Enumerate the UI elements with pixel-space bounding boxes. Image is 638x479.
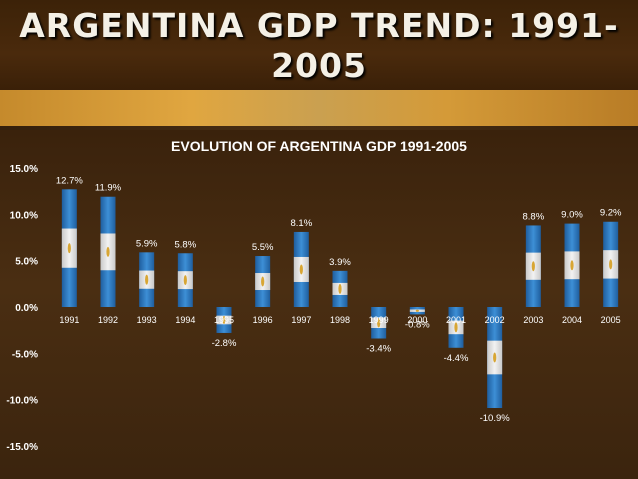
- gold-decorative-band: [0, 90, 638, 126]
- sun-emblem: [609, 259, 613, 270]
- sun-emblem: [106, 246, 110, 257]
- data-label: -0.8%: [405, 319, 430, 330]
- x-tick-label: 1993: [137, 315, 157, 325]
- x-tick-label: 2001: [446, 315, 466, 325]
- x-tick-label: 2005: [601, 315, 621, 325]
- y-tick-label: 5.0%: [15, 257, 38, 268]
- bar-1998: [332, 270, 348, 307]
- sun-emblem: [338, 283, 342, 294]
- bar-2003: [525, 225, 541, 307]
- data-label: 5.5%: [252, 242, 274, 253]
- bar-2001: [448, 307, 464, 348]
- bar-2000: [409, 307, 425, 315]
- sun-emblem: [145, 274, 149, 285]
- sun-emblem: [377, 317, 381, 328]
- x-tick-label: 2000: [407, 315, 427, 325]
- sun-emblem: [570, 260, 574, 271]
- data-label: -10.9%: [480, 413, 511, 424]
- bar-1994: [177, 253, 193, 307]
- slide-title: ARGENTINA GDP TREND: 1991- 2005: [0, 6, 638, 86]
- data-label: 8.8%: [523, 211, 545, 222]
- y-tick-label: 15.0%: [10, 164, 38, 175]
- x-tick-label: 1995: [214, 315, 234, 325]
- data-label: 9.2%: [600, 208, 622, 219]
- data-label: -2.8%: [212, 338, 237, 349]
- title-band: ARGENTINA GDP TREND: 1991- 2005: [0, 0, 638, 91]
- bar-2002: [487, 307, 503, 409]
- x-tick-label: 2003: [523, 315, 543, 325]
- sun-emblem: [261, 276, 265, 287]
- data-label: -4.4%: [444, 353, 469, 364]
- data-label: 12.7%: [56, 175, 83, 186]
- sun-emblem: [222, 316, 226, 324]
- sun-emblem: [299, 264, 303, 275]
- bar-1995: [216, 307, 232, 333]
- y-tick-label: -10.0%: [6, 396, 38, 407]
- bar-1993: [139, 252, 155, 307]
- data-label: 5.8%: [175, 239, 197, 250]
- sun-emblem: [67, 243, 71, 254]
- x-tick-label: 1997: [291, 315, 311, 325]
- x-tick-label: 1991: [59, 315, 79, 325]
- x-tick-label: 1996: [253, 315, 273, 325]
- slide-title-line-1: ARGENTINA GDP TREND: 1991-: [19, 6, 619, 45]
- bar-1997: [293, 231, 309, 307]
- bar-1996: [255, 256, 271, 307]
- bar-2004: [564, 223, 580, 307]
- x-tick-label: 2004: [562, 315, 582, 325]
- sun-emblem: [531, 261, 535, 272]
- data-label: 9.0%: [561, 210, 583, 221]
- data-label: 11.9%: [95, 183, 122, 194]
- slide-title-line-2: 2005: [271, 46, 367, 85]
- sun-emblem: [183, 275, 187, 286]
- y-tick-label: 10.0%: [10, 210, 38, 221]
- y-tick-label: 0.0%: [15, 303, 38, 314]
- sun-emblem: [493, 352, 497, 363]
- data-label: -3.4%: [366, 344, 391, 355]
- x-tick-label: 1994: [175, 315, 195, 325]
- sun-emblem: [454, 322, 458, 333]
- x-tick-label: 2002: [485, 315, 505, 325]
- data-label: 8.1%: [291, 218, 313, 229]
- y-tick-label: -5.0%: [12, 349, 38, 360]
- bar-1999: [371, 307, 387, 339]
- x-tick-label: 1999: [369, 315, 389, 325]
- sun-emblem: [415, 309, 419, 312]
- bar-2005: [603, 221, 619, 307]
- chart-title: EVOLUTION OF ARGENTINA GDP 1991-2005: [171, 138, 467, 154]
- x-tick-label: 1998: [330, 315, 350, 325]
- x-tick-label: 1992: [98, 315, 118, 325]
- data-label: 3.9%: [329, 257, 351, 268]
- bar-1992: [100, 196, 116, 307]
- bar-1991: [61, 189, 77, 307]
- y-tick-label: -15.0%: [6, 442, 38, 453]
- data-label: 5.9%: [136, 238, 158, 249]
